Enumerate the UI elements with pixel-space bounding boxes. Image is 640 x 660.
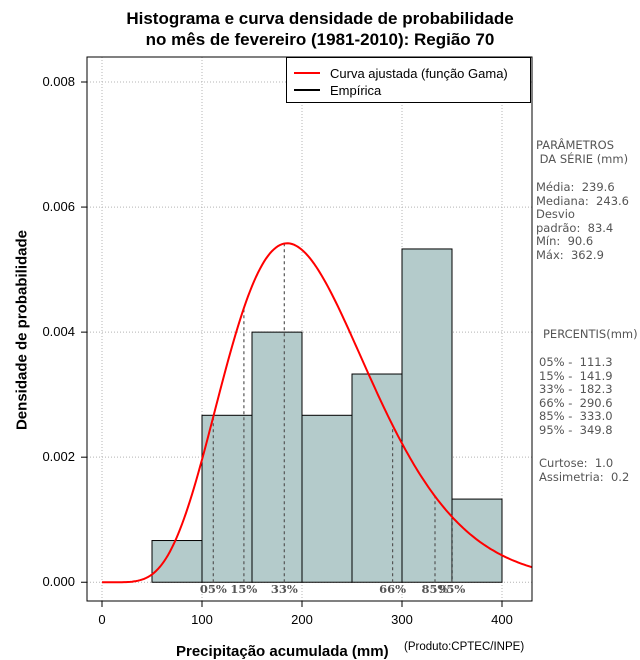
percentile-label-4: 85% xyxy=(422,582,449,596)
histogram-bar-2 xyxy=(251,331,303,583)
legend-item-curve: Curva ajustada (função Gama) xyxy=(294,65,508,81)
chart-title-line1: Histograma e curva densidade de probabil… xyxy=(126,9,514,28)
percentile-label-1: 15% xyxy=(230,582,257,596)
x-tick-label-1: 100 xyxy=(191,612,213,627)
histogram-bar-1 xyxy=(201,414,253,583)
percentile-label-5: 95% xyxy=(438,582,465,596)
legend-item-empirica: Empírica xyxy=(294,82,381,98)
x-tick-label-0: 0 xyxy=(98,612,105,627)
legend-swatch-empirica xyxy=(294,89,320,91)
percentis-title: PERCENTIS(mm) xyxy=(543,327,638,341)
legend-swatch-curve xyxy=(294,72,320,74)
y-tick-label-2: 0.004 xyxy=(42,324,75,339)
histogram-bar-3 xyxy=(301,414,353,583)
percentile-label-3: 66% xyxy=(379,582,406,596)
legend: Curva ajustada (função Gama) Empírica xyxy=(286,57,531,103)
percentis-body: 05% - 111.3 15% - 141.9 33% - 182.3 66% … xyxy=(539,355,613,437)
histogram-bars xyxy=(151,248,503,583)
legend-label-curve: Curva ajustada (função Gama) xyxy=(330,65,508,81)
histogram-bar-5 xyxy=(401,248,453,583)
params-title: PARÂMETROS DA SÉRIE (mm) xyxy=(536,138,629,166)
x-tick-label-3: 300 xyxy=(391,612,413,627)
y-tick-label-1: 0.002 xyxy=(42,449,75,464)
histogram-bar-0 xyxy=(151,540,203,583)
y-axis: 0.000 0.002 0.004 0.006 0.008 xyxy=(42,74,87,589)
x-tick-label-4: 400 xyxy=(491,612,513,627)
percentile-label-2: 33% xyxy=(271,582,298,596)
histogram-bar-4 xyxy=(351,373,403,583)
y-tick-label-0: 0.000 xyxy=(42,574,75,589)
gamma-density-curve xyxy=(102,242,533,584)
chart-title-line2: no mês de fevereiro (1981-2010): Região … xyxy=(145,30,495,49)
percentile-labels: 05% 15% 33% 66% 85%95% xyxy=(200,582,466,596)
percentile-lines xyxy=(212,243,453,583)
params-body: Média: 239.6 Mediana: 243.6 Desvio padrã… xyxy=(536,180,629,262)
x-tick-label-2: 200 xyxy=(291,612,313,627)
shape-stats: Curtose: 1.0 Assimetria: 0.2 xyxy=(539,456,630,484)
y-tick-label-3: 0.006 xyxy=(42,199,75,214)
legend-label-empirica: Empírica xyxy=(330,82,382,98)
product-credit: (Produto:CPTEC/INPE) xyxy=(404,641,525,653)
x-axis-label: Precipitação acumulada (mm) xyxy=(176,643,389,660)
percentile-label-0: 05% xyxy=(200,582,227,596)
x-axis: 0 100 200 300 400 xyxy=(98,601,513,627)
y-axis-label: Densidade de probabilidade xyxy=(13,229,31,431)
y-tick-label-4: 0.008 xyxy=(42,74,75,89)
